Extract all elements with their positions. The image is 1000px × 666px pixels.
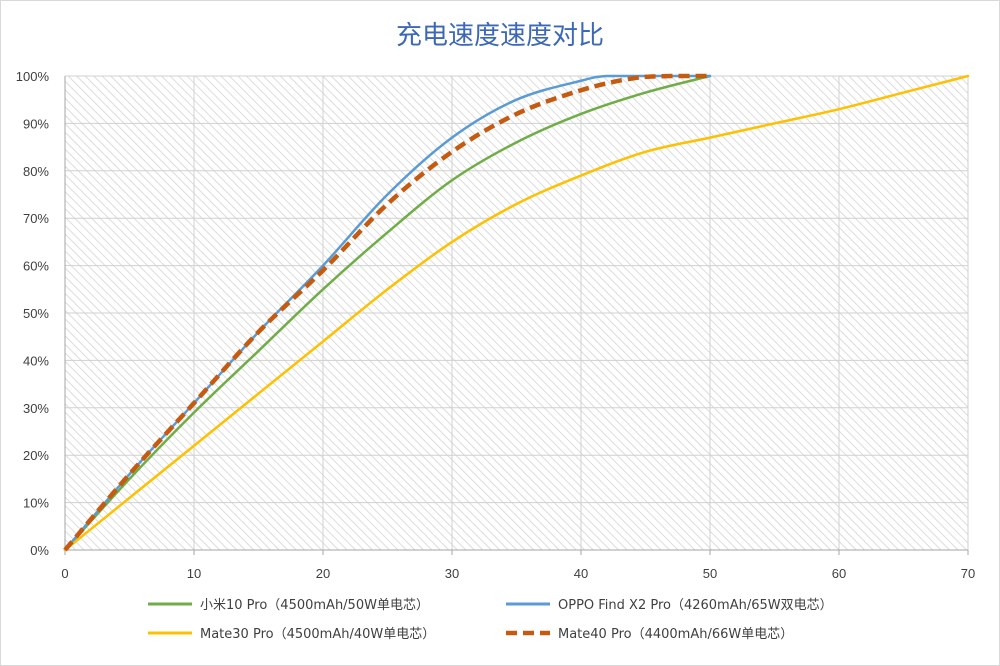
x-tick-label: 60 [832, 566, 846, 581]
series-line-3 [63, 74, 970, 552]
x-tick-label: 10 [187, 566, 201, 581]
y-tick-label: 50% [23, 306, 49, 321]
y-tick-label: 40% [23, 353, 49, 368]
series-line-4 [63, 73, 710, 552]
legend-label-1: 小米10 Pro（4500mAh/50W单电芯） [200, 598, 429, 613]
y-tick-label: 100% [16, 69, 50, 84]
legend-label-4: Mate40 Pro（4400mAh/66W单电芯） [558, 627, 793, 642]
x-tick-label: 20 [316, 566, 330, 581]
legend-label-3: Mate30 Pro（4500mAh/40W单电芯） [200, 627, 435, 642]
y-tick-label: 90% [23, 116, 49, 131]
y-tick-label: 70% [23, 211, 49, 226]
series-line-1 [63, 74, 712, 552]
y-tick-label: 0% [30, 543, 49, 558]
y-tick-label: 10% [23, 496, 49, 511]
x-tick-label: 30 [445, 566, 459, 581]
x-tick-label: 50 [703, 566, 717, 581]
x-tick-label: 0 [61, 566, 68, 581]
x-tick-label: 70 [961, 566, 975, 581]
y-tick-label: 80% [23, 164, 49, 179]
x-tick-label: 40 [574, 566, 588, 581]
y-tick-label: 60% [23, 259, 49, 274]
y-tick-label: 30% [23, 401, 49, 416]
y-tick-label: 20% [23, 448, 49, 463]
legend-label-2: OPPO Find X2 Pro（4260mAh/65W双电芯） [558, 598, 833, 613]
chart-title: 充电速度速度对比 [396, 21, 604, 51]
